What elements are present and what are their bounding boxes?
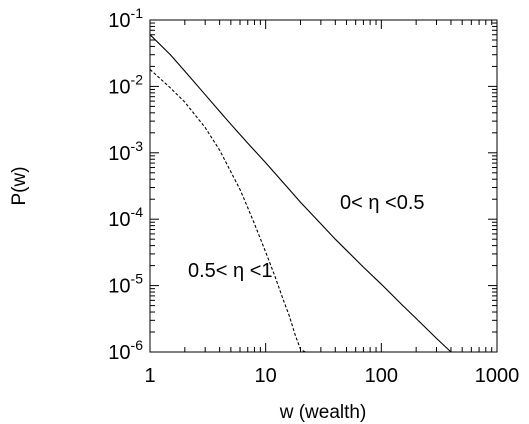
plot-frame (149, 19, 498, 353)
series-line-2 (149, 68, 312, 353)
x-tick-label: 1000 (475, 365, 520, 387)
y-tick-label: 10-1 (108, 5, 143, 32)
series-lines (149, 34, 463, 353)
annotation-series-2: 0.5< η <1 (188, 260, 273, 282)
y-axis-title: P(w) (9, 166, 30, 205)
y-tick-label: 10-2 (108, 71, 143, 98)
y-tick-labels: 10-1 10-2 10-3 10-4 10-5 10-6 (108, 5, 143, 364)
y-tick-label: 10-6 (108, 337, 143, 364)
x-tick-label: 1 (144, 365, 155, 387)
series-line-1 (149, 34, 463, 353)
x-tick-label: 10 (255, 365, 277, 387)
y-tick-label: 10-3 (108, 138, 143, 165)
x-axis-title: w (wealth) (279, 402, 367, 423)
axis-ticks (149, 19, 498, 353)
annotation-series-1: 0< η <0.5 (340, 192, 425, 214)
y-tick-label: 10-5 (108, 271, 143, 298)
y-tick-label: 10-4 (108, 204, 143, 231)
x-tick-label: 100 (365, 365, 398, 387)
x-tick-labels: 1 10 100 1000 (144, 365, 519, 387)
